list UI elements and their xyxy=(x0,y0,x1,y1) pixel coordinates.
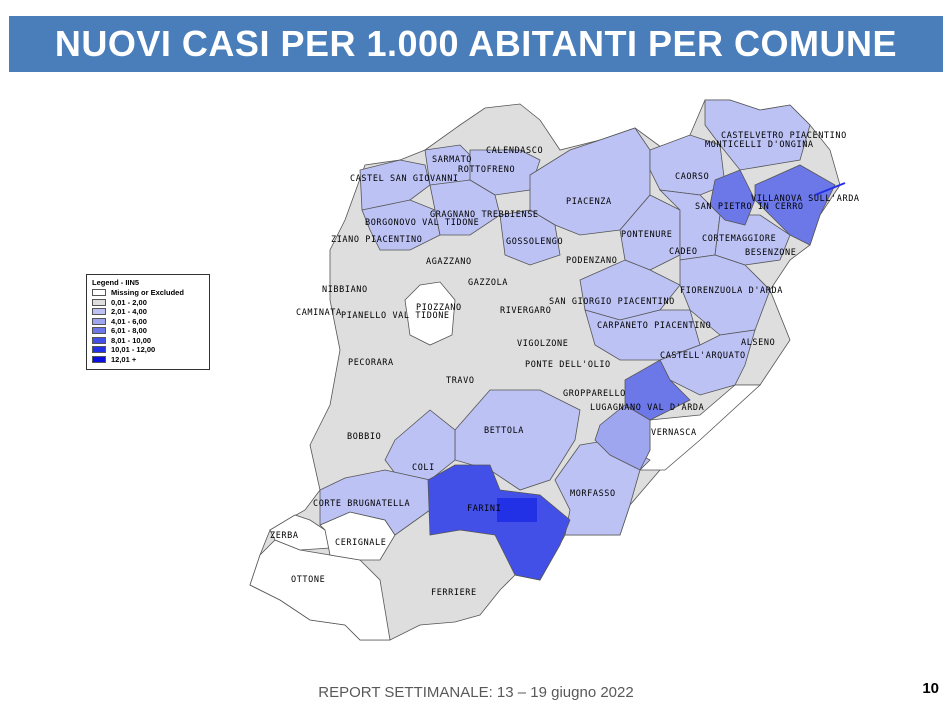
label-gossolengo: GOSSOLENGO xyxy=(506,237,563,247)
legend-swatch xyxy=(92,317,106,325)
legend-swatch xyxy=(92,346,106,354)
label-rivergaro: RIVERGARO xyxy=(500,306,551,316)
label-gropparello: GROPPARELLO xyxy=(563,389,626,399)
label-rottofreno: ROTTOFRENO xyxy=(458,165,515,175)
label-san-pietro-in-cerro: SAN PIETRO IN CERRO xyxy=(695,202,804,212)
comune-san-pietro-in-cerro xyxy=(709,169,756,226)
legend-item: 8,01 - 10,00 xyxy=(92,336,209,346)
legend-swatch xyxy=(92,298,106,306)
label-zerba: ZERBA xyxy=(270,531,299,541)
label-nibbiano: NIBBIANO xyxy=(322,285,368,295)
label-travo: TRAVO xyxy=(446,376,475,386)
label-carpaneto: CARPANETO PIACENTINO xyxy=(597,321,711,331)
comune-gossolengo xyxy=(499,209,561,266)
legend-item: Missing or Excluded xyxy=(92,288,209,298)
legend-title: Legend - IIN5 xyxy=(92,278,140,287)
label-piozzano: PIOZZANO xyxy=(416,303,462,313)
label-pecorara: PECORARA xyxy=(348,358,394,368)
label-pontenure: PONTENURE xyxy=(621,230,672,240)
label-calendasco: CALENDASCO xyxy=(486,146,543,156)
label-caminata: CAMINATA xyxy=(296,308,342,318)
title-banner: NUOVI CASI PER 1.000 ABITANTI PER COMUNE xyxy=(9,16,943,72)
legend-items: Missing or Excluded 0,01 - 2,00 2,01 - 4,0… xyxy=(87,288,209,364)
label-pianello: PIANELLO VAL TIDONE xyxy=(341,311,450,321)
comune-corte-brugnatella xyxy=(319,469,431,536)
legend-item-label: 2,01 - 4,00 xyxy=(111,307,147,317)
legend-item: 4,01 - 6,00 xyxy=(92,317,209,327)
label-agazzano: AGAZZANO xyxy=(426,257,472,267)
legend-swatch xyxy=(92,355,106,363)
map-legend: Legend - IIN5 Missing or Excluded 0,01 - … xyxy=(86,274,210,370)
legend-swatch xyxy=(92,336,106,344)
label-castellarquato: CASTELL'ARQUATO xyxy=(660,351,746,361)
label-san-giorgio: SAN GIORGIO PIACENTINO xyxy=(549,297,675,307)
legend-swatch xyxy=(92,289,106,297)
label-cadeo: CADEO xyxy=(669,247,698,257)
legend-item: 0,01 - 2,00 xyxy=(92,298,209,308)
comune-gropparello xyxy=(624,359,691,421)
legend-swatch xyxy=(92,327,106,335)
legend-item-label: Missing or Excluded xyxy=(111,288,184,298)
map-labels: CASTELVETRO PIACENTINO MONTICELLI D'ONGI… xyxy=(270,131,860,598)
label-vigolzone: VIGOLZONE xyxy=(517,339,568,349)
comune-villanova xyxy=(754,164,836,246)
label-villanova: VILLANOVA SULL'ARDA xyxy=(751,194,860,204)
report-footer: REPORT SETTIMANALE: 13 – 19 giugno 2022 xyxy=(318,684,634,701)
label-ottone: OTTONE xyxy=(291,575,325,585)
comune-monticelli xyxy=(704,99,811,171)
label-besenzone: BESENZONE xyxy=(745,248,796,258)
river-line xyxy=(814,182,846,196)
legend-item: 10,01 - 12,00 xyxy=(92,345,209,355)
label-morfasso: MORFASSO xyxy=(570,489,616,499)
label-ziano: ZIANO PIACENTINO xyxy=(331,235,422,245)
comune-coli xyxy=(384,409,456,481)
label-lugagnano: LUGAGNANO VAL D'ARDA xyxy=(590,403,704,413)
label-vernasca: VERNASCA xyxy=(651,428,697,438)
legend-item: 2,01 - 4,00 xyxy=(92,307,209,317)
legend-item-label: 10,01 - 12,00 xyxy=(111,345,156,355)
legend-item-label: 12,01 + xyxy=(111,354,137,364)
label-fiorenzuola: FIORENZUOLA D'ARDA xyxy=(680,286,783,296)
label-gragnano: GRAGNANO TREBBIENSE xyxy=(430,210,539,220)
label-farini: FARINI xyxy=(467,504,501,514)
label-bettola: BETTOLA xyxy=(484,426,524,436)
label-ponte-dellolio: PONTE DELL'OLIO xyxy=(525,360,611,370)
legend-item: 12,01 + xyxy=(92,355,209,365)
legend-item-label: 0,01 - 2,00 xyxy=(111,297,147,307)
label-alseno: ALSENO xyxy=(741,338,775,348)
label-sarmato: SARMATO xyxy=(432,155,472,165)
label-gazzola: GAZZOLA xyxy=(468,278,508,288)
label-castel-san-giovanni: CASTEL SAN GIOVANNI xyxy=(350,174,459,184)
comune-piozzano xyxy=(404,281,456,346)
label-monticelli: MONTICELLI D'ONGINA xyxy=(705,140,814,150)
label-borgonovo: BORGONOVO VAL TIDONE xyxy=(365,218,479,228)
label-podenzano: PODENZANO xyxy=(566,256,617,266)
legend-item-label: 8,01 - 10,00 xyxy=(111,335,152,345)
comune-borgonovo-val-tidone xyxy=(361,199,441,251)
legend-swatch xyxy=(92,308,106,316)
label-caorso: CAORSO xyxy=(675,172,709,182)
comune-gragnano-trebbiense xyxy=(429,179,501,236)
label-bobbio: BOBBIO xyxy=(347,432,381,442)
legend-item: 6,01 - 8,00 xyxy=(92,326,209,336)
page-title: NUOVI CASI PER 1.000 ABITANTI PER COMUNE xyxy=(54,23,898,64)
page-number: 10 xyxy=(922,680,939,697)
legend-item-label: 6,01 - 8,00 xyxy=(111,326,147,336)
label-piacenza: PIACENZA xyxy=(566,197,612,207)
comune-farini xyxy=(427,464,571,581)
label-castelvetro: CASTELVETRO PIACENTINO xyxy=(721,131,847,141)
label-cortemaggiore: CORTEMAGGIORE xyxy=(702,234,776,244)
comune-castellarquato xyxy=(659,329,756,396)
legend-item-label: 4,01 - 6,00 xyxy=(111,316,147,326)
label-ferriere: FERRIERE xyxy=(431,588,477,598)
label-coli: COLI xyxy=(412,463,435,473)
label-cerignale: CERIGNALE xyxy=(335,538,386,548)
farini-highlight xyxy=(497,498,537,522)
label-corte-brugnatella: CORTE BRUGNATELLA xyxy=(313,499,410,509)
comune-caorso xyxy=(649,134,726,196)
